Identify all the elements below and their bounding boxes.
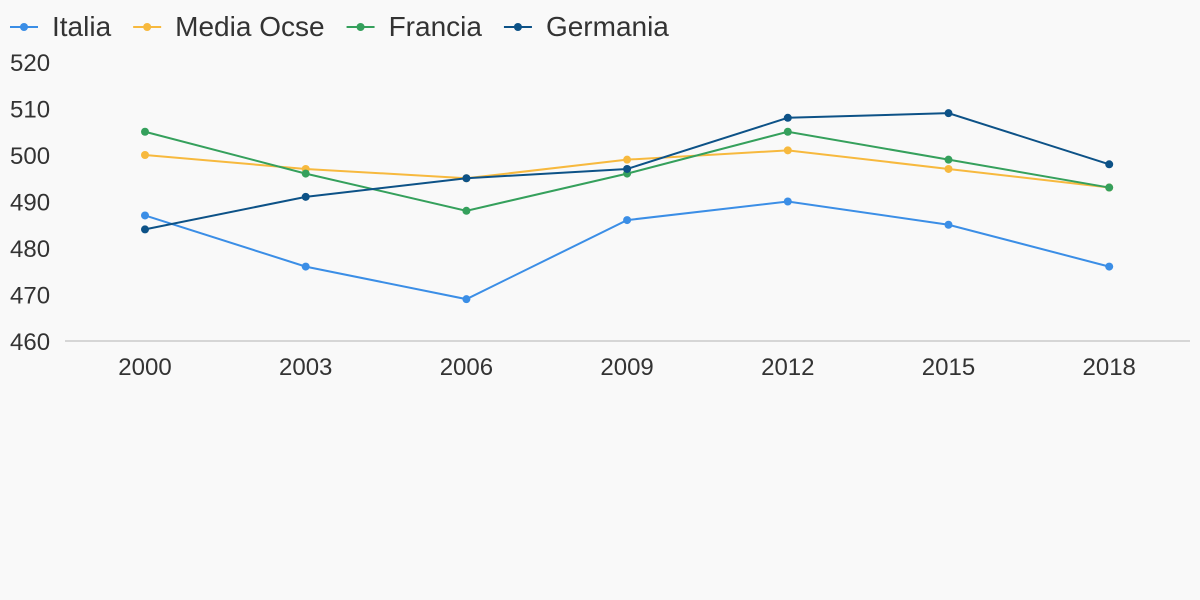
- legend-label: Italia: [52, 11, 112, 42]
- legend-label: Francia: [389, 11, 483, 42]
- legend-item[interactable]: Germania: [503, 11, 669, 42]
- data-point[interactable]: [783, 113, 792, 122]
- data-point[interactable]: [1105, 183, 1114, 192]
- plot-area: [141, 109, 1114, 304]
- x-tick-label: 2000: [118, 354, 171, 381]
- legend-item[interactable]: Francia: [346, 11, 483, 42]
- data-point[interactable]: [783, 127, 792, 136]
- x-tick-label: 2009: [600, 354, 653, 381]
- x-tick-label: 2012: [761, 354, 814, 381]
- y-tick-label: 490: [10, 190, 50, 217]
- legend-item[interactable]: Italia: [10, 11, 112, 42]
- data-point[interactable]: [783, 197, 792, 206]
- data-point[interactable]: [623, 155, 632, 164]
- data-point[interactable]: [944, 155, 953, 164]
- data-point[interactable]: [944, 109, 953, 118]
- y-tick-label: 470: [10, 283, 50, 310]
- series-francia: [141, 127, 1114, 215]
- legend-swatch-dot: [513, 23, 522, 31]
- data-point[interactable]: [301, 169, 310, 178]
- x-tick-label: 2006: [440, 354, 493, 381]
- data-point[interactable]: [462, 206, 471, 215]
- chart-legend: Italia Media Ocse Francia Germania: [10, 11, 669, 42]
- y-tick-label: 480: [10, 236, 50, 263]
- y-tick-label: 500: [10, 143, 50, 170]
- legend-label: Germania: [546, 11, 669, 42]
- series-italia: [141, 197, 1114, 304]
- y-tick-label: 510: [10, 97, 50, 124]
- data-point[interactable]: [944, 220, 953, 229]
- x-tick-label: 2015: [922, 354, 975, 381]
- x-tick-label: 2003: [279, 354, 332, 381]
- legend-swatch-dot: [143, 23, 152, 31]
- data-point[interactable]: [141, 211, 149, 220]
- data-point[interactable]: [301, 192, 310, 201]
- series-germania: [141, 109, 1114, 234]
- data-point[interactable]: [141, 151, 149, 159]
- data-point[interactable]: [141, 127, 149, 136]
- data-point[interactable]: [623, 164, 632, 173]
- data-point[interactable]: [301, 262, 310, 271]
- data-point[interactable]: [462, 174, 471, 183]
- x-tick-label: 2018: [1083, 354, 1136, 381]
- data-point[interactable]: [141, 225, 149, 234]
- legend-swatch-dot: [356, 23, 365, 31]
- data-point[interactable]: [1105, 160, 1114, 169]
- x-axis: 2000 2003 2006 2009 2012 2015 2018: [65, 340, 1190, 381]
- data-point[interactable]: [462, 295, 471, 304]
- legend-swatch-dot: [20, 23, 28, 31]
- legend-item[interactable]: Media Ocse: [133, 11, 325, 42]
- y-axis: 460 470 480 490 500 510 520: [10, 50, 50, 356]
- legend-label: Media Ocse: [175, 11, 324, 42]
- data-point[interactable]: [783, 146, 792, 155]
- data-point[interactable]: [1105, 262, 1114, 271]
- y-tick-label: 520: [10, 50, 50, 77]
- y-tick-label: 460: [10, 329, 50, 356]
- data-point[interactable]: [623, 216, 632, 225]
- data-point[interactable]: [944, 164, 953, 173]
